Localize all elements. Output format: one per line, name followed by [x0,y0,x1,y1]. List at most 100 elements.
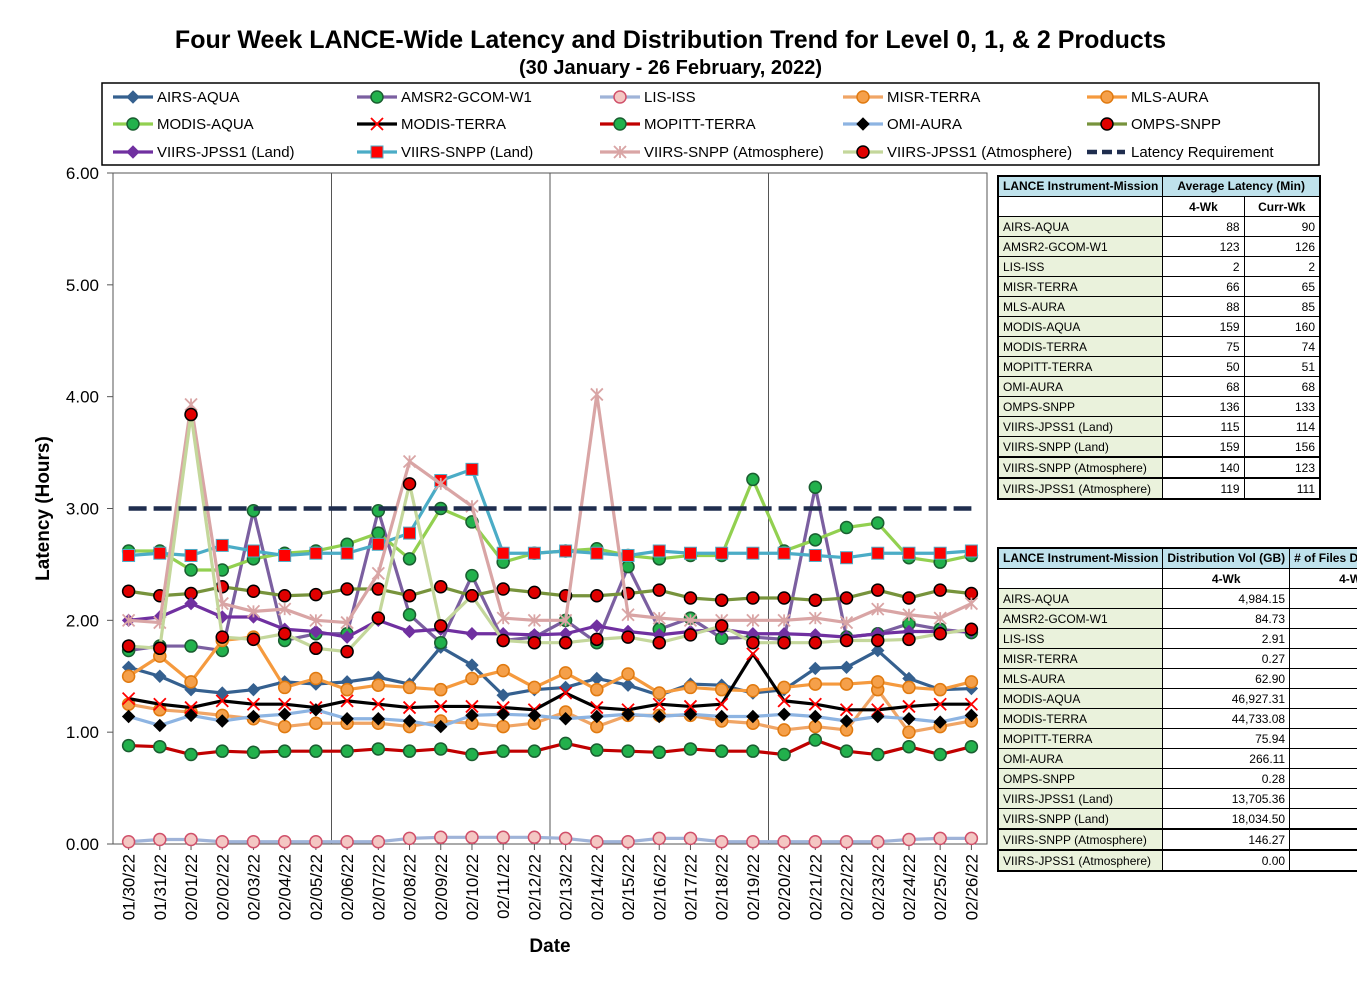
data-point [652,583,666,597]
data-point [371,526,386,540]
distribution-table-sub-vol: 4-Wk [1162,568,1291,589]
data-point [277,588,292,603]
data-point [309,546,323,560]
latency-row-4wk: 66 [1162,276,1245,297]
data-point [621,608,635,622]
data-point [746,647,760,661]
x-tick-label: 01/30/22 [120,854,139,920]
data-point [277,744,292,758]
data-point [309,613,323,627]
legend-label: VIIRS-SNPP (Atmosphere) [644,144,824,161]
latency-row-currwk: 133 [1243,396,1321,417]
legend-item: MISR-TERRA [843,89,980,106]
y-tick-label: 3.00 [66,500,99,519]
latency-row-currwk: 2 [1243,256,1321,277]
data-point [340,546,354,560]
data-point [340,744,354,758]
latency-table-row: VIIRS-SNPP (Atmosphere) 140 123 [997,456,1321,479]
latency-row-mission: MISR-TERRA [997,276,1164,297]
latency-table-row: MODIS-TERRA 75 74 [997,336,1321,357]
legend-item: OMPS-SNPP [1087,116,1221,133]
data-point [839,677,854,691]
data-point [558,635,573,650]
distribution-row-mission: MISR-TERRA [997,648,1164,669]
data-point [309,641,323,656]
data-point [371,537,385,551]
x-tick-label: 02/09/22 [432,854,451,920]
x-tick-label: 02/04/22 [276,854,295,920]
latency-row-mission: OMPS-SNPP [997,396,1164,417]
legend-item: MODIS-AQUA [113,116,254,133]
latency-row-4wk: 68 [1162,376,1245,397]
data-point [496,688,510,702]
legend-item: OMI-AURA [843,116,962,133]
data-point [777,694,791,708]
data-point [777,680,791,695]
data-point [527,635,542,650]
data-point [808,709,823,724]
data-point [402,831,417,846]
latency-row-4wk: 136 [1162,396,1245,417]
legend-item: VIIRS-SNPP (Atmosphere) [600,144,824,161]
distribution-table-header-mission: LANCE Instrument-Mission [997,547,1164,569]
x-tick-label: 02/12/22 [525,854,544,920]
data-point [746,591,760,605]
data-point [777,635,791,650]
data-point [403,526,417,540]
data-point [683,707,698,721]
x-tick-label: 02/03/22 [244,854,263,920]
data-point [746,744,760,758]
latency-row-mission: OMI-AURA [997,376,1164,397]
data-point [871,546,885,560]
series-mopitt-terra [121,733,979,762]
data-point [839,615,854,630]
data-point [902,832,916,847]
x-tick-label: 02/20/22 [775,854,794,920]
data-point [434,699,448,714]
data-point [652,635,666,650]
latency-row-4wk: 159 [1162,436,1245,458]
distribution-row-files: 2,966,989 [1289,688,1357,709]
data-point [184,700,198,715]
distribution-row-files: 673,129 [1289,588,1357,609]
distribution-row-files: 244,097 [1289,668,1357,689]
distribution-table-row: VIIRS-SNPP (Land)18,034.503,256,536 [997,808,1357,830]
data-point [652,697,666,711]
chart-subtitle: (30 January - 26 February, 2022) [518,57,823,79]
y-tick-label: 1.00 [66,723,99,742]
data-point [933,583,947,597]
data-point [434,682,448,697]
data-point [590,588,604,603]
data-point [277,719,292,734]
data-point [839,703,854,717]
data-point [309,624,323,639]
legend-label: VIIRS-SNPP (Land) [401,144,533,161]
data-point [527,744,542,758]
series-modis-terra [121,647,979,717]
distribution-row-mission: VIIRS-SNPP (Land) [997,808,1164,830]
data-point [746,835,760,849]
data-point [933,747,947,762]
data-point [278,697,292,711]
legend-item: MLS-AURA [1087,89,1209,106]
series-line [128,601,972,639]
x-tick-label: 02/25/22 [931,854,950,920]
data-point [371,678,386,692]
data-point [215,686,229,700]
distribution-row-mission: MODIS-AQUA [997,688,1164,709]
latency-row-4wk: 119 [1162,477,1245,500]
latency-row-mission: MLS-AURA [997,296,1164,317]
data-point [902,591,916,605]
data-point [652,686,666,700]
data-point [902,680,916,695]
latency-row-currwk: 74 [1243,336,1321,357]
data-point [434,580,448,594]
data-point [402,624,417,639]
legend-label: OMI-AURA [887,116,962,133]
y-tick-label: 5.00 [66,276,99,295]
legend-label: AMSR2-GCOM-W1 [401,89,532,106]
data-point [246,632,261,647]
data-point [652,745,666,760]
data-point [714,835,729,849]
x-tick-label: 02/18/22 [713,854,732,920]
